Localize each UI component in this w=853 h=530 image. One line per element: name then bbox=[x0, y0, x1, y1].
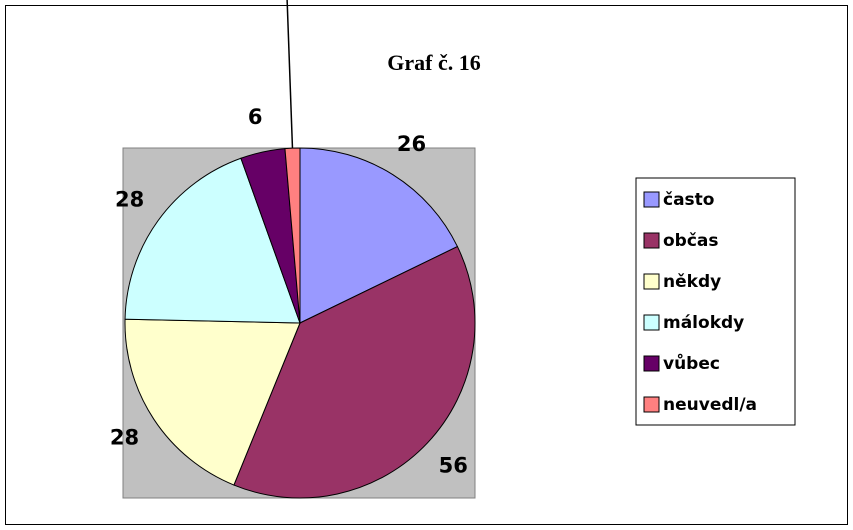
legend-swatch bbox=[643, 314, 660, 331]
data-label: 28 bbox=[110, 425, 139, 449]
legend-swatch bbox=[643, 191, 660, 208]
legend-label: často bbox=[663, 190, 714, 210]
legend-swatch bbox=[643, 396, 660, 413]
legend-label: někdy bbox=[663, 272, 721, 292]
pie-slice bbox=[124, 318, 301, 486]
pie-slice bbox=[299, 147, 459, 324]
legend-swatch bbox=[643, 355, 660, 372]
data-label: 26 bbox=[397, 132, 426, 156]
legend-label: vůbec bbox=[663, 352, 720, 374]
chart-title: Graf č. 16 bbox=[387, 50, 480, 75]
pie-slice bbox=[233, 245, 476, 499]
data-label: 56 bbox=[439, 454, 468, 478]
data-label: 28 bbox=[115, 187, 144, 211]
legend bbox=[635, 177, 796, 426]
legend-label: málokdy bbox=[663, 313, 744, 333]
legend-label: neuvedl/a bbox=[663, 395, 757, 415]
legend-swatch bbox=[643, 273, 660, 290]
leader-line bbox=[286, 0, 294, 149]
pie-slice bbox=[124, 157, 301, 324]
legend-swatch bbox=[643, 232, 660, 249]
pie-slice bbox=[284, 147, 301, 324]
legend-label: občas bbox=[663, 231, 719, 251]
data-label: 6 bbox=[248, 105, 263, 129]
